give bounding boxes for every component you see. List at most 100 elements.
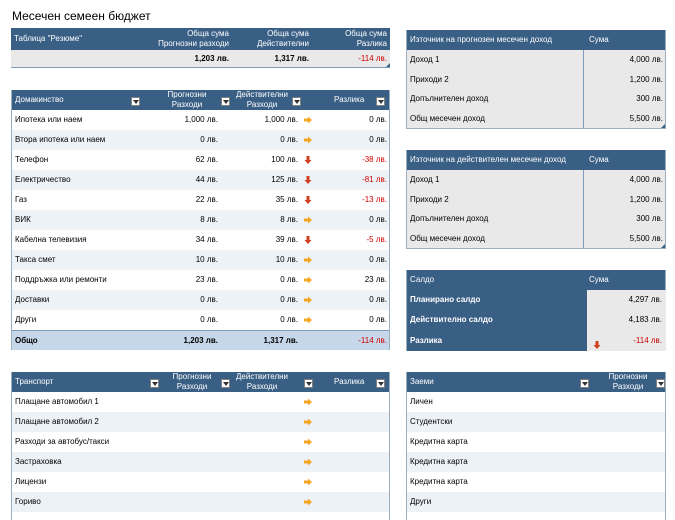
row-actual[interactable]: 10 лв. xyxy=(275,255,298,264)
row-label[interactable]: Поддръжка или ремонти xyxy=(15,275,107,284)
row-amount[interactable]: 1,200 лв. xyxy=(629,74,663,84)
row-label[interactable]: Електричество xyxy=(15,175,71,184)
row-amount[interactable]: -114 лв. xyxy=(633,335,662,345)
row-difference[interactable]: -38 лв. xyxy=(362,155,387,164)
transport-act-dropdown[interactable] xyxy=(304,379,313,388)
row-label[interactable]: Ипотека или наем xyxy=(15,115,83,124)
household-total-proj[interactable]: 1,203 лв. xyxy=(183,336,218,345)
row-difference[interactable]: 0 лв. xyxy=(369,115,387,124)
row-amount[interactable]: 1,200 лв. xyxy=(629,194,663,204)
row-label[interactable]: Телефон xyxy=(15,155,49,164)
household-total-act[interactable]: 1,317 лв. xyxy=(263,336,298,345)
row-projected[interactable]: 44 лв. xyxy=(195,175,218,184)
row-actual[interactable]: 125 лв. xyxy=(271,175,298,184)
household-act-dropdown[interactable] xyxy=(292,97,301,106)
row-difference[interactable]: 0 лв. xyxy=(369,215,387,224)
row-label[interactable]: Действително салдо xyxy=(410,315,493,325)
household-filter-dropdown[interactable] xyxy=(131,97,140,106)
row-label[interactable]: Разходи за автобус/такси xyxy=(15,437,110,446)
row-label[interactable]: ВИК xyxy=(15,215,31,224)
row-amount[interactable]: 4,297 лв. xyxy=(628,295,662,304)
row-label[interactable]: Газ xyxy=(15,195,27,204)
row-projected[interactable]: 34 лв. xyxy=(195,235,218,244)
row-label[interactable]: Допълнителен доход xyxy=(410,94,489,103)
row-label[interactable]: Приходи 2 xyxy=(410,74,449,84)
row-amount[interactable]: 300 лв. xyxy=(636,94,663,103)
household-total-label[interactable]: Общо xyxy=(15,336,38,345)
row-label[interactable]: Други xyxy=(15,315,37,324)
row-label[interactable]: Кредитна карта xyxy=(410,437,468,446)
row-amount[interactable]: 5,500 лв. xyxy=(629,233,663,243)
row-amount[interactable]: 4,183 лв. xyxy=(628,315,662,325)
row-label[interactable]: Втора ипотека или наем xyxy=(15,135,106,144)
row-label[interactable]: Доставки xyxy=(15,295,50,304)
household-proj-dropdown[interactable] xyxy=(221,97,230,106)
summary-act-value[interactable]: 1,317 лв. xyxy=(274,54,309,63)
row-amount[interactable]: 4,000 лв. xyxy=(629,55,663,64)
row-difference[interactable]: -81 лв. xyxy=(362,175,387,184)
table-resize-handle[interactable] xyxy=(661,124,665,128)
row-difference[interactable]: 23 лв. xyxy=(364,275,387,284)
row-label[interactable]: Кабелна телевизия xyxy=(15,235,87,244)
row-projected[interactable]: 1,000 лв. xyxy=(184,115,218,124)
row-actual[interactable]: 100 лв. xyxy=(271,155,298,164)
row-actual[interactable]: 8 лв. xyxy=(280,215,298,224)
loans-title: Заеми xyxy=(410,377,434,386)
row-projected[interactable]: 0 лв. xyxy=(200,315,218,324)
row-projected[interactable]: 8 лв. xyxy=(200,215,218,224)
row-actual[interactable]: 39 лв. xyxy=(275,235,298,244)
row-difference[interactable]: 0 лв. xyxy=(369,295,387,304)
row-label[interactable]: Кредитна карта xyxy=(410,457,468,466)
row-projected[interactable]: 10 лв. xyxy=(195,255,218,264)
row-amount[interactable]: 300 лв. xyxy=(636,214,663,223)
row-label[interactable]: Общ месечен доход xyxy=(410,233,485,243)
row-projected[interactable]: 22 лв. xyxy=(195,195,218,204)
row-actual[interactable]: 0 лв. xyxy=(280,295,298,304)
row-label[interactable]: Застраховка xyxy=(15,457,62,466)
row-difference[interactable]: 0 лв. xyxy=(369,315,387,324)
row-label[interactable]: Такса смет xyxy=(15,255,56,264)
row-label[interactable]: Личен xyxy=(410,397,433,406)
row-label[interactable]: Други xyxy=(410,497,432,506)
row-difference[interactable]: -13 лв. xyxy=(362,195,387,204)
row-actual[interactable]: 0 лв. xyxy=(280,275,298,284)
table-resize-handle[interactable] xyxy=(386,63,390,67)
row-label[interactable]: Кредитна карта xyxy=(410,477,468,486)
transport-diff-dropdown[interactable] xyxy=(376,379,385,388)
row-label[interactable]: Приходи 2 xyxy=(410,194,449,204)
row-label[interactable]: Планирано салдо xyxy=(410,295,481,304)
row-label[interactable]: Лицензи xyxy=(15,477,47,486)
row-amount[interactable]: 5,500 лв. xyxy=(629,113,663,123)
row-projected[interactable]: 23 лв. xyxy=(195,275,218,284)
row-label[interactable]: Разлика xyxy=(410,335,443,345)
row-label[interactable]: Допълнителен доход xyxy=(410,214,489,223)
row-label[interactable]: Доход 1 xyxy=(410,175,440,184)
loans-proj-dropdown[interactable] xyxy=(656,379,665,388)
household-diff-dropdown[interactable] xyxy=(376,97,385,106)
row-projected[interactable]: 62 лв. xyxy=(195,155,218,164)
loans-filter-dropdown[interactable] xyxy=(580,379,589,388)
row-label[interactable]: Плащане автомобил 2 xyxy=(15,417,99,426)
transport-proj-dropdown[interactable] xyxy=(221,379,230,388)
row-actual[interactable]: 0 лв. xyxy=(280,135,298,144)
row-difference[interactable]: 0 лв. xyxy=(369,135,387,144)
row-difference[interactable]: 0 лв. xyxy=(369,255,387,264)
household-total-diff[interactable]: -114 лв. xyxy=(358,336,387,345)
row-difference[interactable]: -5 лв. xyxy=(366,235,387,244)
row-amount[interactable]: 4,000 лв. xyxy=(629,175,663,184)
row-actual[interactable]: 0 лв. xyxy=(280,315,298,324)
row-label[interactable]: Гориво xyxy=(15,497,41,506)
row-actual[interactable]: 1,000 лв. xyxy=(264,115,298,124)
row-label[interactable]: Студентски xyxy=(410,417,453,426)
row-projected[interactable]: 0 лв. xyxy=(200,135,218,144)
row-label[interactable]: Общ месечен доход xyxy=(410,113,485,123)
row-projected[interactable]: 0 лв. xyxy=(200,295,218,304)
summary-proj-value[interactable]: 1,203 лв. xyxy=(194,54,229,63)
row-label[interactable]: Плащане автомобил 1 xyxy=(15,397,99,406)
transport-filter-dropdown[interactable] xyxy=(150,379,159,388)
row-label[interactable]: Доход 1 xyxy=(410,55,440,64)
table-resize-handle[interactable] xyxy=(661,244,665,248)
right-arrow-icon xyxy=(304,256,312,264)
row-actual[interactable]: 35 лв. xyxy=(275,195,298,204)
summary-diff-value[interactable]: -114 лв. xyxy=(358,54,387,63)
